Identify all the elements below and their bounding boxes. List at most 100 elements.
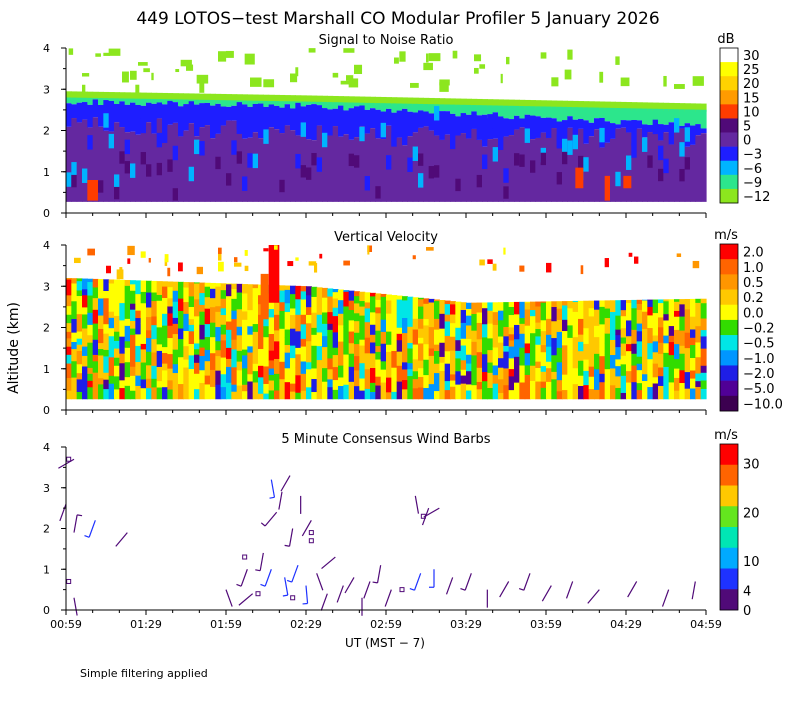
- velocity-cell: [253, 371, 259, 383]
- velocity-cell: [669, 335, 675, 342]
- velocity-cell: [605, 333, 611, 343]
- velocity-cell: [306, 315, 312, 324]
- velocity-cell: [637, 390, 643, 400]
- velocity-cell: [567, 301, 573, 308]
- velocity-cell: [461, 383, 467, 399]
- velocity-cell: [674, 330, 680, 345]
- velocity-cell: [130, 334, 136, 340]
- snr-cell: [317, 102, 323, 105]
- velocity-cell: [98, 279, 104, 292]
- velocity-cell: [546, 334, 552, 346]
- velocity-cell: [66, 390, 72, 399]
- velocity-cell: [178, 262, 183, 271]
- velocity-cell: [141, 349, 147, 363]
- snr-cell: [69, 48, 73, 54]
- velocity-cell: [541, 302, 547, 320]
- velocity-cell: [135, 362, 141, 376]
- velocity-cell: [381, 343, 387, 361]
- snr-cell: [151, 134, 157, 202]
- velocity-cell: [381, 296, 387, 303]
- velocity-cell: [327, 312, 333, 324]
- velocity-cell: [205, 384, 211, 399]
- snr-cell: [557, 107, 563, 122]
- y-tick-label: 1: [43, 166, 50, 179]
- colorbar-label: 1.0: [743, 261, 764, 276]
- velocity-cell: [621, 343, 627, 356]
- velocity-cell: [546, 361, 552, 368]
- velocity-cell: [402, 350, 408, 363]
- velocity-cell: [237, 335, 243, 351]
- snr-cell: [231, 121, 237, 202]
- velocity-cell: [290, 345, 296, 358]
- velocity-cell: [375, 307, 381, 313]
- velocity-cell: [631, 308, 637, 321]
- velocity-cell: [327, 323, 333, 329]
- velocity-cell: [301, 338, 307, 346]
- velocity-cell: [66, 338, 72, 347]
- velocity-cell: [466, 354, 472, 363]
- velocity-cell: [647, 387, 653, 400]
- velocity-cell: [551, 372, 557, 380]
- velocity-cell: [306, 341, 312, 349]
- velocity-cell: [519, 266, 524, 272]
- snr-cell: [615, 108, 621, 124]
- velocity-cell: [93, 279, 99, 288]
- snr-cell: [503, 168, 509, 182]
- colorbar-swatch: [720, 62, 738, 76]
- snr-cell: [450, 135, 456, 149]
- colorbar-swatch: [720, 548, 738, 569]
- velocity-cell: [658, 342, 664, 353]
- snr-cell: [98, 98, 104, 105]
- velocity-cell: [557, 332, 563, 348]
- velocity-cell: [418, 337, 424, 343]
- snr-cell: [253, 154, 259, 168]
- velocity-cell: [503, 351, 509, 368]
- velocity-cell: [605, 369, 611, 382]
- snr-cell: [242, 139, 248, 202]
- velocity-cell: [397, 296, 403, 300]
- colorbar-swatch: [720, 444, 738, 465]
- snr-cell: [578, 156, 584, 168]
- velocity-cell: [429, 327, 435, 342]
- snr-cell: [253, 101, 259, 104]
- velocity-cell: [669, 382, 675, 399]
- snr-cell: [122, 72, 129, 83]
- velocity-cell: [103, 372, 109, 379]
- snr-cell: [381, 139, 387, 202]
- velocity-cell: [482, 381, 488, 399]
- velocity-cell: [434, 329, 440, 344]
- velocity-cell: [338, 300, 344, 314]
- snr-cell: [199, 83, 204, 93]
- velocity-cell: [205, 297, 211, 309]
- snr-cell: [338, 106, 344, 137]
- velocity-cell: [290, 358, 296, 370]
- velocity-cell: [114, 389, 120, 399]
- velocity-cell: [509, 369, 515, 377]
- velocity-cell: [541, 320, 547, 331]
- snr-cell: [199, 100, 205, 103]
- velocity-cell: [114, 280, 120, 289]
- velocity-cell: [247, 310, 253, 327]
- colorbar-swatch: [720, 290, 738, 305]
- colorbar-label: −0.2: [743, 322, 775, 337]
- velocity-cell: [381, 313, 387, 320]
- velocity-cell: [679, 316, 685, 330]
- velocity-cell: [439, 384, 445, 399]
- x-tick-label: 00:59: [50, 618, 82, 631]
- velocity-cell: [141, 344, 147, 350]
- snr-cell: [434, 165, 440, 177]
- snr-cell: [514, 153, 520, 165]
- snr-cell: [210, 106, 216, 139]
- velocity-cell: [599, 373, 605, 382]
- velocity-cell: [215, 350, 221, 356]
- velocity-cell: [242, 384, 248, 391]
- y-tick-label: 4: [43, 239, 50, 252]
- velocity-cell: [514, 356, 520, 371]
- velocity-cell: [594, 389, 600, 399]
- velocity-cell: [413, 297, 419, 302]
- snr-cell: [695, 124, 701, 135]
- snr-cell: [93, 99, 99, 117]
- velocity-cell: [509, 307, 515, 315]
- velocity-cell: [119, 380, 125, 388]
- snr-cell: [338, 137, 344, 202]
